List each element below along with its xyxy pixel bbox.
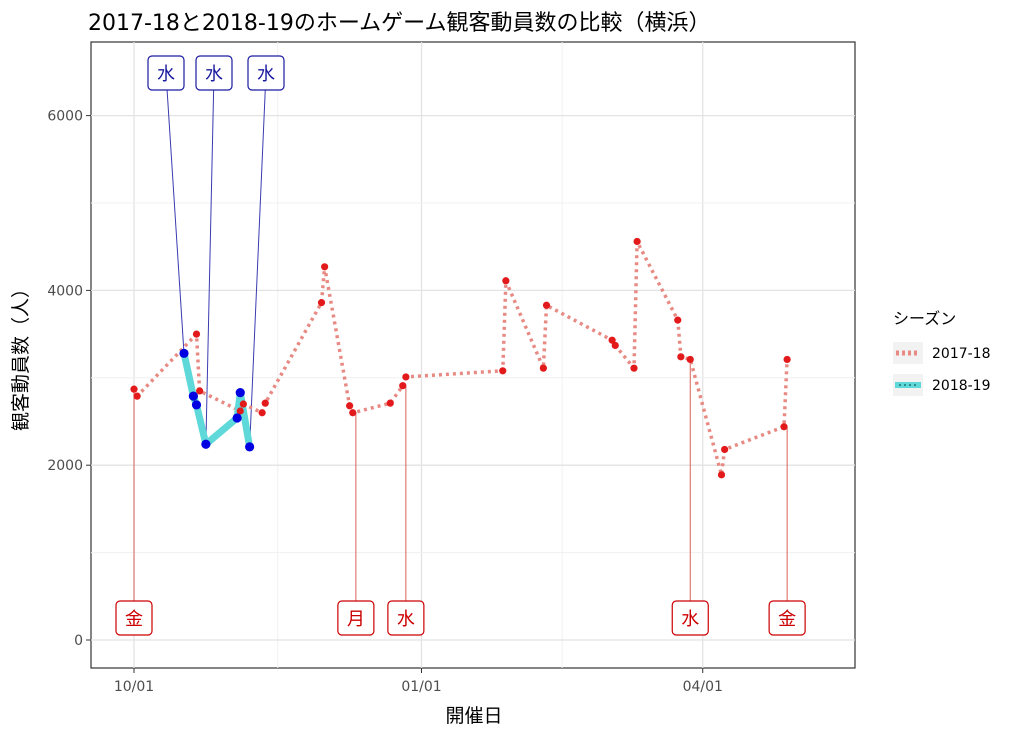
data-point-2017-18	[721, 445, 729, 454]
day-of-week-labels: 金月水水金水水水	[115, 55, 806, 636]
day-label: 水	[257, 64, 275, 85]
data-point-2018-19	[179, 348, 189, 358]
legend-label: 2018-19	[932, 378, 991, 394]
data-point-2017-18	[402, 373, 410, 381]
data-point-2017-18	[502, 277, 510, 285]
day-label: 水	[205, 64, 223, 85]
data-point-2018-19	[188, 391, 198, 401]
day-label-box	[195, 55, 233, 91]
y-tick-label: 4000	[47, 283, 83, 299]
chart-title: 2017-18と2018-19のホームゲーム観客動員数の比較（横浜）	[88, 11, 711, 36]
data-point-2017-18	[686, 355, 694, 364]
data-point-2017-18	[133, 392, 141, 400]
x-tick-label: 01/01	[401, 679, 441, 695]
y-axis-title: 観客動員数（人）	[10, 279, 32, 431]
day-label-box	[768, 600, 806, 636]
data-point-2017-18	[196, 387, 204, 395]
x-tick-label: 04/01	[683, 679, 723, 695]
data-point-2017-18	[633, 237, 641, 246]
data-point-2018-19	[201, 439, 211, 449]
day-label: 金	[125, 609, 143, 630]
data-point-2017-18	[321, 263, 329, 271]
data-point-2017-18	[346, 402, 354, 410]
data-point-2017-18	[608, 336, 616, 344]
day-label-box	[247, 55, 285, 91]
y-axis-ticks: 0 2000 4000 6000	[47, 109, 91, 649]
data-point-2017-18	[261, 399, 269, 407]
data-point-2017-18	[499, 367, 507, 375]
day-label-box	[147, 55, 185, 91]
day-label-box	[337, 600, 375, 636]
data-point-2017-18	[539, 364, 547, 372]
data-point-2017-18	[349, 409, 357, 417]
grid-lines	[91, 42, 855, 668]
day-label: 水	[157, 64, 175, 85]
data-point-2018-19	[232, 413, 242, 423]
data-point-2017-18	[783, 355, 791, 364]
data-point-2017-18	[542, 301, 551, 309]
plot-panel	[90, 41, 856, 669]
y-tick-label: 0	[74, 633, 83, 649]
data-point-2017-18	[236, 407, 244, 415]
leader-line	[165, 72, 185, 354]
day-label-box	[115, 600, 153, 636]
data-point-2017-18	[258, 409, 266, 417]
data-point-2017-18	[674, 316, 682, 324]
day-label: 金	[778, 609, 796, 630]
leader-line	[249, 72, 267, 447]
x-axis-title: 開催日	[445, 705, 502, 727]
data-point-2017-18	[717, 471, 726, 479]
legend-label: 2017-18	[932, 346, 991, 362]
data-point-2017-18	[611, 341, 619, 350]
leader-line	[205, 72, 215, 445]
y-tick-label: 6000	[47, 109, 83, 125]
legend-title: シーズン	[893, 309, 956, 328]
x-axis-ticks: 10/01 01/01 04/01	[114, 668, 723, 695]
data-point-2017-18	[239, 400, 247, 408]
x-tick-label: 10/01	[114, 679, 154, 695]
data-point-2018-19	[235, 388, 245, 398]
data-point-2017-18	[317, 299, 326, 307]
data-point-2017-18	[677, 353, 685, 361]
annotation-leader-lines	[133, 72, 788, 618]
day-label-box	[387, 600, 425, 636]
data-points	[130, 237, 791, 479]
data-point-2017-18	[130, 385, 138, 393]
day-label: 月	[347, 609, 365, 630]
data-point-2017-18	[780, 423, 788, 431]
data-point-2017-18	[399, 382, 407, 390]
data-point-2017-18	[386, 399, 394, 407]
y-tick-label: 2000	[47, 458, 83, 474]
legend: シーズン 2017-18 2018-19	[893, 309, 991, 396]
day-label: 水	[681, 609, 699, 630]
data-point-2017-18	[192, 330, 201, 338]
data-point-2017-18	[630, 364, 638, 372]
day-label: 水	[397, 609, 415, 630]
data-point-2018-19	[245, 442, 255, 452]
data-point-2018-19	[191, 400, 202, 410]
day-label-box	[671, 600, 709, 636]
